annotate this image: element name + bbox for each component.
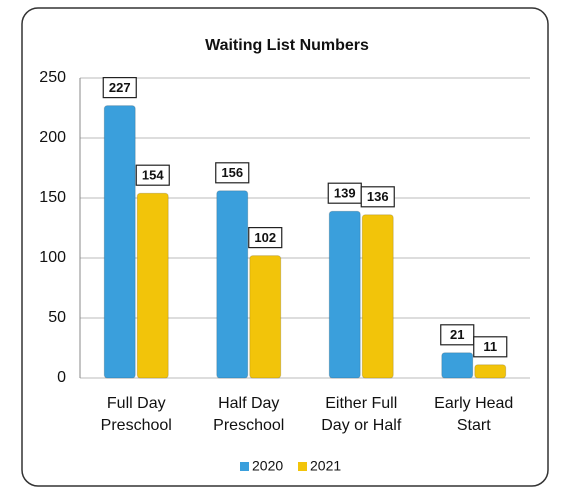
bar bbox=[328, 210, 361, 379]
x-tick-label: Early Head Start bbox=[434, 395, 514, 434]
x-tick-label: Either Full Day or Half bbox=[321, 395, 402, 434]
label-box bbox=[248, 227, 283, 249]
bar bbox=[249, 255, 282, 379]
y-tick-label: 150 bbox=[39, 189, 66, 206]
chart-title: Waiting List Numbers bbox=[205, 37, 369, 54]
data-label: 102 bbox=[254, 230, 276, 245]
data-label: 154 bbox=[142, 168, 164, 183]
label-box bbox=[215, 162, 250, 184]
bar bbox=[136, 192, 169, 379]
bar bbox=[361, 214, 394, 379]
y-tick-label: 100 bbox=[39, 249, 66, 266]
legend-label: 2020 bbox=[252, 458, 283, 474]
data-label: 11 bbox=[483, 339, 497, 354]
data-label: 156 bbox=[221, 165, 243, 180]
label-box bbox=[102, 76, 137, 99]
label-box bbox=[473, 336, 508, 358]
data-label: 21 bbox=[450, 327, 464, 342]
data-label: 136 bbox=[367, 189, 389, 204]
label-box bbox=[360, 186, 395, 208]
legend-swatch bbox=[240, 462, 249, 471]
y-tick-label: 0 bbox=[57, 369, 66, 386]
data-label: 139 bbox=[334, 186, 356, 201]
bar bbox=[474, 364, 507, 379]
label-box bbox=[135, 164, 170, 186]
data-label: 227 bbox=[109, 80, 131, 95]
x-tick-label: Full Day Preschool bbox=[100, 395, 172, 434]
x-tick-label: Half Day Preschool bbox=[213, 395, 285, 434]
y-tick-label: 250 bbox=[39, 69, 66, 86]
bar bbox=[103, 105, 136, 379]
y-tick-label: 200 bbox=[39, 129, 66, 146]
label-box bbox=[440, 324, 475, 346]
legend-label: 2021 bbox=[310, 458, 341, 474]
bar bbox=[216, 190, 249, 379]
bar bbox=[441, 352, 474, 379]
legend-swatch bbox=[298, 462, 307, 471]
y-tick-label: 50 bbox=[48, 309, 66, 326]
